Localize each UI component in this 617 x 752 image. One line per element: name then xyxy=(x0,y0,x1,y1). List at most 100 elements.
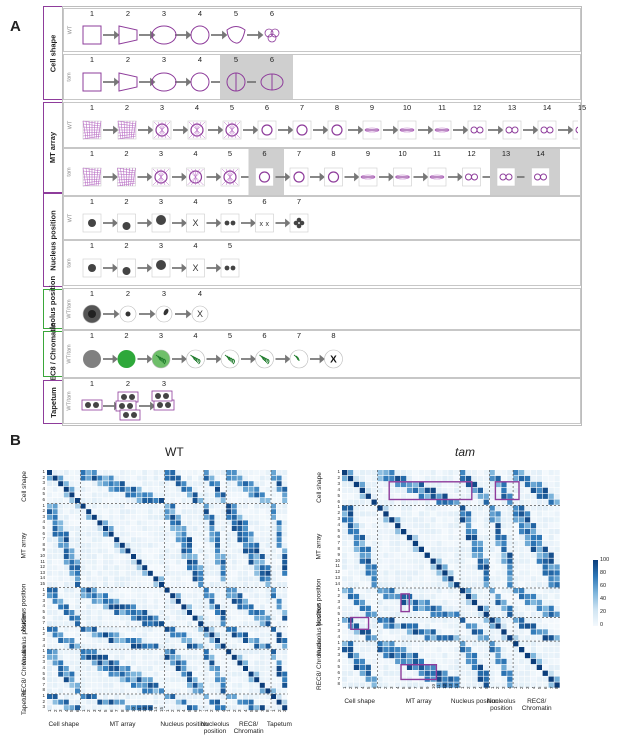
heatmap-cell xyxy=(114,682,120,688)
heatmap-cell xyxy=(58,520,64,526)
heatmap-cell xyxy=(418,499,424,505)
heatmap-cell xyxy=(395,676,401,682)
heatmap-cell xyxy=(63,649,69,655)
heatmap-cell xyxy=(448,629,454,635)
heatmap-cell xyxy=(282,649,288,655)
heatmap-cell xyxy=(454,552,460,558)
heatmap-cell xyxy=(371,487,377,493)
heatmap-cell xyxy=(136,492,142,498)
heatmap-cell xyxy=(389,658,395,665)
heatmap-cell xyxy=(80,632,86,638)
heatmap-cell xyxy=(424,487,430,493)
row-tick: 3 xyxy=(337,628,340,634)
heatmap-cell xyxy=(495,534,501,541)
heatmap-cell xyxy=(86,632,92,638)
heatmap-cell xyxy=(187,509,192,515)
heatmap-cell xyxy=(209,699,215,705)
row-tick: 2 xyxy=(42,698,45,704)
heatmap-cell xyxy=(365,564,371,570)
heatmap-cell xyxy=(108,598,114,604)
heatmap-cell xyxy=(231,654,237,660)
heatmap-cell xyxy=(460,623,466,629)
heatmap-cell xyxy=(131,643,136,649)
heatmap-cell xyxy=(282,470,288,475)
heatmap-cell xyxy=(97,537,103,543)
heatmap-cell xyxy=(52,654,58,660)
row-6-glyphs: X xyxy=(82,304,209,324)
heatmap-cell xyxy=(209,677,215,683)
heatmap-cell xyxy=(181,694,187,699)
heatmap-cell xyxy=(215,699,220,705)
heatmap-cell xyxy=(175,526,181,531)
heatmap-cell xyxy=(495,546,501,552)
heatmap-cell xyxy=(119,520,125,526)
heatmap-cell xyxy=(519,487,525,493)
heatmap-cell xyxy=(536,635,542,641)
step-glyph xyxy=(324,167,343,187)
heatmap-cell xyxy=(131,705,136,711)
heatmap-cell xyxy=(97,654,103,660)
heatmap-cell xyxy=(412,599,419,606)
heatmap-cell xyxy=(412,629,419,635)
heatmap-cell xyxy=(495,540,501,547)
heatmap-cell xyxy=(377,552,383,558)
heatmap-cell xyxy=(254,503,260,509)
heatmap-cell xyxy=(192,470,198,475)
heatmap-cell xyxy=(519,652,525,659)
heatmap-cell xyxy=(91,649,97,655)
heatmap-cell xyxy=(430,605,436,611)
heatmap-cell xyxy=(501,629,507,635)
step-arrow xyxy=(172,172,187,182)
heatmap-cell xyxy=(513,676,519,682)
heatmap-cell xyxy=(63,705,69,711)
heatmap-cell xyxy=(58,548,64,554)
heatmap-cell xyxy=(353,523,360,529)
heatmap-cell xyxy=(215,582,220,587)
heatmap-cell xyxy=(477,540,483,547)
heatmap-cell xyxy=(142,531,148,537)
heatmap-cell xyxy=(203,593,209,599)
heatmap-cell xyxy=(108,621,114,627)
heatmap-cell xyxy=(159,492,164,498)
heatmap-cell xyxy=(192,498,198,503)
heatmap-cell xyxy=(271,626,276,632)
row-box-0 xyxy=(63,8,581,52)
step-glyph xyxy=(117,120,137,140)
row-tick: 6 xyxy=(337,498,340,504)
heatmap-cell xyxy=(430,599,436,606)
heatmap-cell xyxy=(477,475,483,482)
heatmap-cell xyxy=(282,559,288,565)
heatmap-cell xyxy=(58,470,64,475)
heatmap-cell xyxy=(436,593,442,600)
heatmap-cell xyxy=(231,615,237,621)
col-tick: 5 xyxy=(401,686,406,690)
step-arrow xyxy=(103,354,118,364)
heatmap-cell xyxy=(136,688,142,694)
heatmap-cell xyxy=(58,486,64,492)
heatmap-cell xyxy=(271,694,276,699)
panel-b-letter: B xyxy=(10,432,21,449)
heatmap-cell xyxy=(159,705,164,711)
heatmap-cell xyxy=(365,582,371,588)
heatmap-cell xyxy=(254,565,260,571)
heatmap-cell xyxy=(401,611,407,617)
step-glyph xyxy=(82,72,102,92)
col-tick: 2 xyxy=(519,686,524,690)
row-tick: 13 xyxy=(39,569,45,575)
heatmap-cell xyxy=(442,641,448,647)
heatmap-cell xyxy=(80,587,86,593)
heatmap-cell xyxy=(477,623,483,629)
heatmap-cell xyxy=(97,621,103,627)
heatmap-cell xyxy=(209,475,215,481)
row-box-6 xyxy=(63,288,581,330)
heatmap-cell xyxy=(237,610,243,615)
heatmap-cell xyxy=(412,635,419,641)
heatmap-cell xyxy=(424,582,430,588)
heatmap-cell xyxy=(489,529,495,535)
heatmap-cell xyxy=(359,499,365,505)
heatmap-cell xyxy=(530,658,537,665)
heatmap-cell xyxy=(536,588,542,594)
heatmap-cell xyxy=(75,699,80,705)
heatmap-cell xyxy=(220,559,226,565)
heatmap-cell xyxy=(448,647,454,653)
